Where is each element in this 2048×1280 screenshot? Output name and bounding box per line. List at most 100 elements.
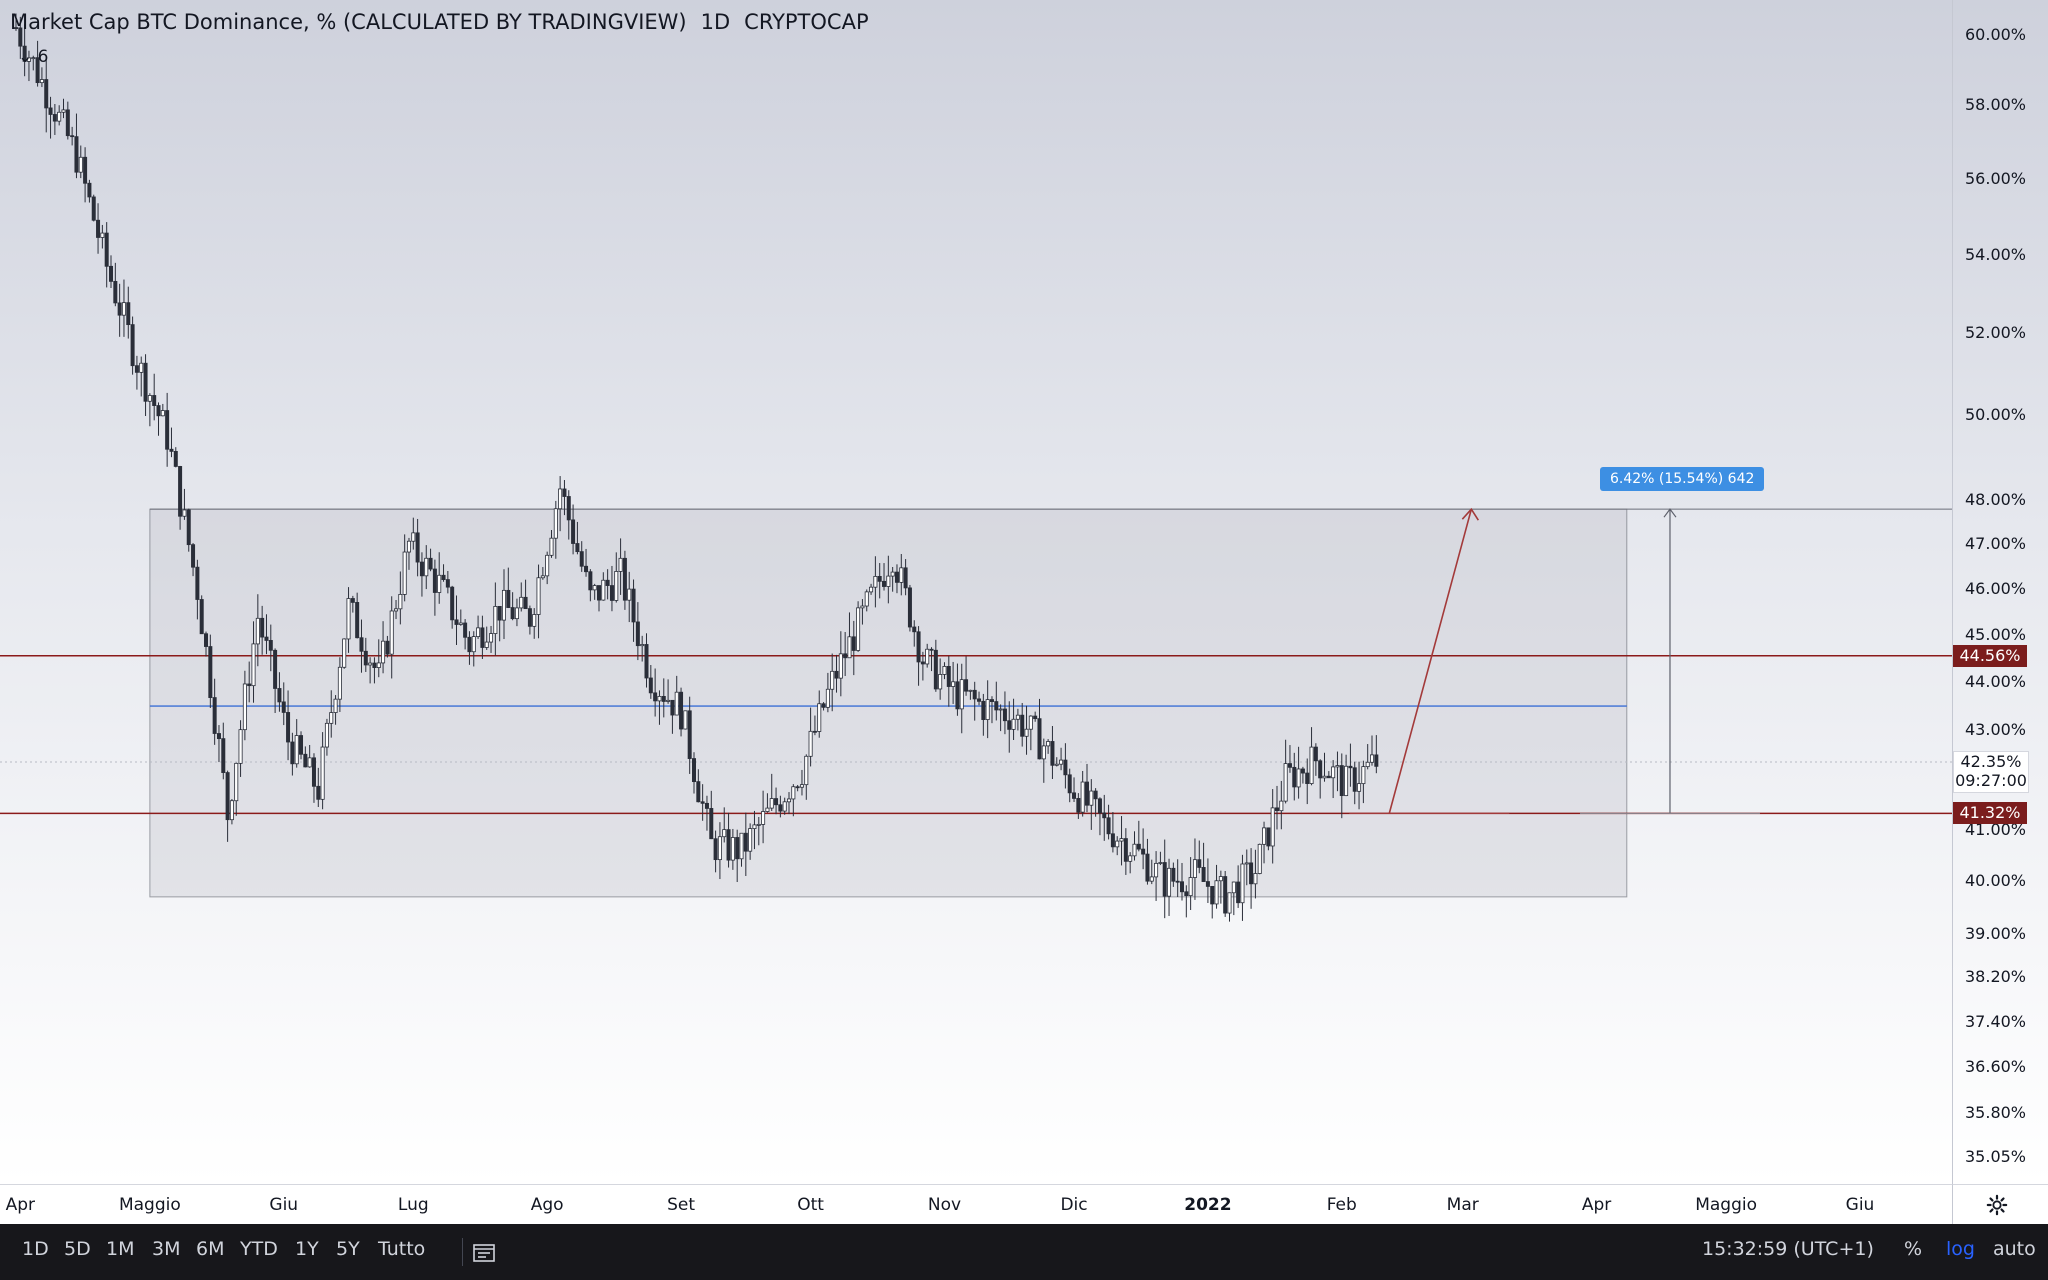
- candle-body: [709, 808, 714, 840]
- candle-body: [536, 577, 541, 615]
- candle-body: [946, 666, 951, 687]
- candle-body: [532, 614, 537, 627]
- log-toggle[interactable]: log: [1946, 1238, 1975, 1260]
- candle-body: [761, 811, 766, 825]
- candle-body: [648, 677, 653, 694]
- candle-body: [1106, 817, 1111, 835]
- range-button-1y[interactable]: 1Y: [295, 1238, 319, 1260]
- range-button-1m[interactable]: 1M: [106, 1238, 135, 1260]
- time-axis[interactable]: Apr Maggio Giu Lug Ago Set Ott Nov Dic 2022 Feb Mar…: [0, 1184, 1952, 1225]
- candle-body: [1300, 768, 1305, 774]
- percent-toggle[interactable]: %: [1904, 1238, 1923, 1260]
- time-tick-label: Dic: [1060, 1195, 1088, 1215]
- indicator-collapse-toggle[interactable]: ⌄ 6: [18, 47, 48, 67]
- price-tick-label: 45.00%: [1965, 625, 2027, 645]
- range-button-5d[interactable]: 5D: [64, 1238, 91, 1260]
- time-tick-label: Maggio: [118, 1195, 181, 1215]
- price-tick-label: 48.00%: [1965, 490, 2027, 510]
- bar-countdown: 09:27:00: [1955, 770, 2027, 790]
- candle-body: [1188, 877, 1193, 897]
- range-button-5y[interactable]: 5Y: [336, 1238, 360, 1260]
- time-tick-label: Ott: [797, 1195, 824, 1215]
- chart-title: Market Cap BTC Dominance, % (CALCULATED …: [10, 10, 883, 34]
- price-level-tag: 44.56%: [1953, 644, 2027, 667]
- candle-body: [661, 695, 666, 702]
- clock-readout[interactable]: 15:32:59 (UTC+1): [1702, 1238, 1874, 1260]
- candle-body: [579, 551, 584, 567]
- candle-body: [743, 832, 748, 852]
- candle-body: [381, 640, 386, 664]
- time-tick-label: Apr: [1581, 1195, 1612, 1215]
- candle-body: [376, 662, 381, 668]
- range-button-ytd[interactable]: YTD: [240, 1238, 278, 1260]
- candle-body: [1335, 765, 1340, 768]
- price-tick-label: 58.00%: [1965, 95, 2027, 115]
- candle-body: [774, 798, 779, 806]
- candle-body: [553, 508, 558, 539]
- candle-body: [1318, 760, 1323, 779]
- candle-body: [1179, 881, 1184, 893]
- candle-body: [882, 580, 887, 587]
- candle-body: [182, 509, 187, 517]
- candle-body: [484, 641, 489, 648]
- candle-body: [290, 741, 295, 765]
- auto-toggle[interactable]: auto: [1993, 1238, 2036, 1260]
- symbol-name[interactable]: Market Cap BTC Dominance, % (CALCULATED …: [10, 10, 687, 34]
- candle-body: [385, 640, 390, 655]
- time-tick-label: Lug: [397, 1195, 429, 1215]
- candle-body: [609, 585, 614, 601]
- candle-body: [437, 574, 442, 593]
- candle-body: [419, 561, 424, 577]
- range-button-6m[interactable]: 6M: [196, 1238, 225, 1260]
- candle-body: [52, 114, 57, 122]
- candle-body: [748, 828, 753, 852]
- candle-body: [955, 681, 960, 710]
- candle-body: [1257, 843, 1262, 874]
- candle-body: [195, 566, 200, 600]
- candle-body: [26, 57, 31, 62]
- candle-body: [1309, 746, 1314, 784]
- price-axis[interactable]: 60.00% 58.00% 56.00% 54.00% 52.00% 50.00% 48.0…: [1952, 0, 2048, 1184]
- candle-body: [1227, 892, 1232, 914]
- candle-body: [1097, 798, 1102, 814]
- candle-body: [229, 800, 234, 821]
- candle-body: [493, 606, 498, 634]
- range-button-tutto[interactable]: Tutto: [378, 1238, 426, 1260]
- candle-body: [510, 607, 515, 620]
- candle-body: [1292, 766, 1297, 788]
- candle-body: [540, 575, 545, 579]
- go-to-date-icon[interactable]: [472, 1240, 496, 1264]
- price-chart[interactable]: [0, 0, 1952, 1184]
- interval-label[interactable]: 1D: [700, 10, 731, 34]
- candle-body: [104, 232, 109, 267]
- candle-body: [730, 837, 735, 861]
- candle-body: [1184, 891, 1189, 897]
- candle-body: [1149, 876, 1154, 882]
- current-price-tag: 42.35% 09:27:00: [1953, 750, 2029, 793]
- range-button-1d[interactable]: 1D: [22, 1238, 49, 1260]
- candle-body: [48, 107, 53, 115]
- price-tick-label: 43.00%: [1965, 720, 2027, 740]
- candle-body: [458, 622, 463, 625]
- candle-body: [795, 786, 800, 789]
- candle-body: [389, 610, 394, 655]
- gear-icon[interactable]: [1986, 1194, 2008, 1216]
- candle-body: [614, 571, 619, 601]
- chart-pane[interactable]: Market Cap BTC Dominance, % (CALCULATED …: [0, 0, 1952, 1184]
- price-tick-label: 50.00%: [1965, 405, 2027, 425]
- time-tick-label: Giu: [1845, 1195, 1875, 1215]
- candle-body: [424, 557, 429, 577]
- candle-body: [951, 681, 956, 687]
- candle-body: [294, 735, 299, 765]
- candle-body: [160, 410, 165, 417]
- candle-body: [1357, 783, 1362, 792]
- range-button-3m[interactable]: 3M: [152, 1238, 181, 1260]
- measure-badge: 6.42% (15.54%) 642: [1599, 467, 1765, 492]
- candle-body: [860, 605, 865, 609]
- candle-body: [830, 670, 835, 690]
- candle-body: [497, 606, 502, 621]
- candle-body: [1192, 859, 1197, 878]
- candle-body: [57, 111, 62, 122]
- candle-body: [899, 567, 904, 583]
- candle-body: [216, 733, 221, 740]
